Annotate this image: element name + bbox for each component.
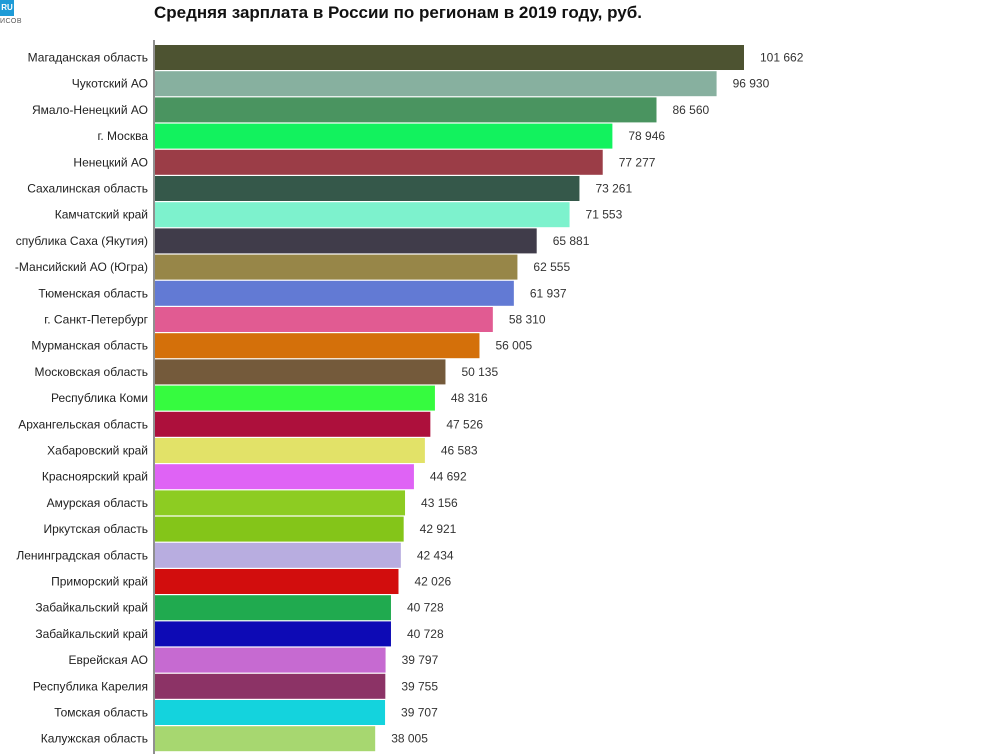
- category-label: Республика Коми: [51, 391, 148, 405]
- logo-subtext: ИСОВ: [0, 18, 23, 25]
- category-label: Тюменская область: [38, 286, 148, 300]
- category-label: Красноярский край: [42, 470, 148, 484]
- bar: [155, 595, 391, 621]
- category-label: Иркутская область: [44, 522, 149, 536]
- value-label: 61 937: [530, 286, 567, 300]
- bar: [155, 45, 744, 70]
- bar: [155, 123, 613, 149]
- value-label: 39 755: [401, 679, 438, 693]
- value-label: 77 277: [619, 155, 656, 169]
- value-label: 96 930: [733, 77, 770, 91]
- value-label: 39 707: [401, 706, 438, 720]
- logo-mark: RU: [0, 0, 14, 16]
- bar: [155, 307, 493, 332]
- bar: [155, 176, 580, 201]
- bar: [155, 542, 401, 568]
- category-label: спублика Саха (Якутия): [16, 234, 148, 248]
- category-label: г. Москва: [97, 129, 148, 143]
- value-label: 65 881: [553, 234, 590, 248]
- category-label: Приморский край: [51, 575, 148, 589]
- bar: [155, 700, 386, 725]
- value-label: 43 156: [421, 496, 458, 510]
- value-label: 78 946: [628, 129, 665, 143]
- bar: [155, 71, 717, 97]
- category-label: Забайкальский край: [35, 601, 148, 615]
- value-label: 73 261: [595, 182, 632, 196]
- site-logo: RU ИСОВ: [0, 0, 23, 25]
- value-label: 47 526: [446, 417, 483, 431]
- category-label: Республика Карелия: [33, 679, 148, 693]
- value-label: 71 553: [586, 208, 623, 222]
- bar: [155, 359, 446, 385]
- category-label: Амурская область: [47, 496, 148, 510]
- bar: [155, 333, 480, 359]
- value-label: 42 921: [420, 522, 457, 536]
- bar: [155, 673, 386, 699]
- bar: [155, 621, 391, 647]
- value-label: 39 797: [402, 653, 439, 667]
- value-label: 38 005: [391, 732, 428, 746]
- bar: [155, 647, 386, 673]
- value-label: 86 560: [673, 103, 710, 117]
- category-label: Мурманская область: [31, 339, 148, 353]
- category-label: Чукотский АО: [72, 77, 148, 91]
- bar: [155, 280, 514, 306]
- value-label: 62 555: [533, 260, 570, 274]
- bar: [155, 149, 603, 175]
- category-label: Еврейская АО: [68, 653, 148, 667]
- bar: [155, 254, 518, 280]
- category-label: Сахалинская область: [27, 182, 148, 196]
- value-label: 44 692: [430, 470, 467, 484]
- bar: [155, 97, 657, 123]
- value-label: 40 728: [407, 627, 444, 641]
- category-label: Магаданская область: [28, 51, 148, 65]
- category-label: Забайкальский край: [35, 627, 148, 641]
- category-label: Ленинградская область: [16, 548, 148, 562]
- bar: [155, 411, 431, 437]
- bar: [155, 516, 404, 542]
- bar: [155, 490, 406, 516]
- value-label: 42 434: [417, 548, 454, 562]
- value-label: 56 005: [495, 339, 532, 353]
- bar: [155, 385, 435, 411]
- category-label: Архангельская область: [18, 417, 148, 431]
- category-label: Калужская область: [41, 732, 148, 746]
- bar: [155, 202, 570, 228]
- category-label: -Мансийский АО (Югра): [15, 260, 148, 274]
- bar: [155, 438, 425, 463]
- value-label: 58 310: [509, 313, 546, 327]
- value-label: 101 662: [760, 51, 804, 65]
- value-label: 40 728: [407, 601, 444, 615]
- bar: [155, 569, 399, 594]
- category-label: Ямало-Ненецкий АО: [32, 103, 148, 117]
- bar: [155, 464, 414, 490]
- value-label: 46 583: [441, 444, 478, 458]
- category-label: г. Санкт-Петербург: [44, 313, 148, 327]
- value-label: 50 135: [461, 365, 498, 379]
- bar: [155, 726, 376, 752]
- value-label: 48 316: [451, 391, 488, 405]
- category-label: Московская область: [34, 365, 148, 379]
- chart-title: Средняя зарплата в России по регионам в …: [154, 3, 642, 22]
- bar: [155, 228, 537, 254]
- category-label: Ненецкий АО: [73, 155, 148, 169]
- category-label: Томская область: [54, 706, 148, 720]
- category-label: Хабаровский край: [47, 444, 148, 458]
- category-label: Камчатский край: [55, 208, 148, 222]
- value-label: 42 026: [414, 575, 451, 589]
